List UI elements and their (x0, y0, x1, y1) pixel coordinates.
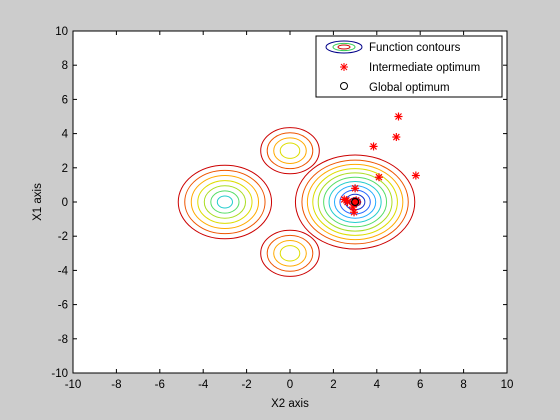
x-tick-label: -10 (65, 379, 82, 391)
x-tick-label: -4 (198, 379, 209, 391)
contour-ring (328, 180, 382, 224)
intermediate-optimum-marker (411, 171, 420, 180)
y-tick-label: -4 (58, 265, 69, 277)
legend-star-icon (340, 63, 348, 71)
x-tick-label: 2 (330, 379, 336, 391)
intermediate-optimum-marker (350, 208, 359, 217)
x-tick-label: 0 (287, 379, 293, 391)
x-tick-label: 8 (460, 379, 466, 391)
contour-ring (294, 154, 416, 250)
contour-ring (266, 234, 314, 272)
contour-ring (260, 127, 320, 175)
marker-layer (340, 112, 420, 217)
contour-ring (273, 239, 307, 267)
legend-label-intermediate: Intermediate optimum (369, 62, 480, 74)
contour-ring (190, 174, 260, 230)
legend-contour-icon (325, 40, 363, 54)
intermediate-optimum-marker (392, 133, 401, 142)
contour-ring (266, 132, 314, 170)
y-tick-label: -8 (58, 334, 68, 346)
y-tick-label: 10 (55, 26, 68, 38)
x-tick-label: 4 (374, 379, 381, 391)
legend: Function contours Intermediate optimum G… (315, 35, 503, 98)
y-tick-label: 4 (62, 129, 69, 141)
y-axis-label: X1 axis (32, 183, 44, 221)
y-tick-label: 2 (62, 163, 68, 175)
legend-circle-icon (340, 82, 348, 90)
x-tick-label: 10 (501, 379, 514, 391)
x-axis-label: X2 axis (271, 398, 309, 410)
global-optimum-marker (351, 197, 360, 207)
y-tick-label: 0 (62, 197, 68, 209)
contour-ring (323, 176, 388, 228)
y-tick-label: -6 (58, 300, 68, 312)
contour-ring (312, 168, 398, 236)
intermediate-optimum-marker (342, 196, 351, 205)
contour-ring (216, 195, 233, 209)
contour-ring (260, 229, 320, 277)
intermediate-optimum-marker (369, 142, 378, 151)
y-tick-label: -2 (58, 231, 68, 243)
x-tick-label: -6 (155, 379, 165, 391)
contour-ring (177, 164, 273, 240)
legend-label-contours: Function contours (369, 42, 461, 54)
contour-ring (279, 142, 301, 159)
contour-ring (210, 190, 240, 214)
x-tick-label: -2 (241, 379, 251, 391)
x-tick-label: -8 (111, 379, 121, 391)
contour-ring (306, 163, 404, 241)
y-tick-label: -10 (51, 368, 68, 380)
contour-layer (177, 127, 416, 277)
intermediate-optimum-marker (394, 112, 403, 121)
contour-ring (317, 172, 393, 232)
contour-ring (197, 180, 253, 224)
tick-layer: -10 -8 -6 -4 -2 0 2 4 6 8 10 -10 -8 -6 -4 -2 0 2 4 6 8 10 (51, 26, 513, 391)
contour-ring (184, 169, 266, 235)
contour-ring (273, 137, 307, 165)
intermediate-optimum-marker (351, 184, 360, 193)
contour-ring (301, 159, 409, 245)
y-tick-label: 6 (62, 94, 68, 106)
x-tick-label: 6 (417, 379, 423, 391)
contour-ring (203, 185, 247, 219)
y-tick-label: 8 (62, 60, 68, 72)
legend-label-global: Global optimum (369, 82, 450, 94)
contour-ring (279, 245, 301, 262)
intermediate-optimum-marker (374, 173, 383, 182)
